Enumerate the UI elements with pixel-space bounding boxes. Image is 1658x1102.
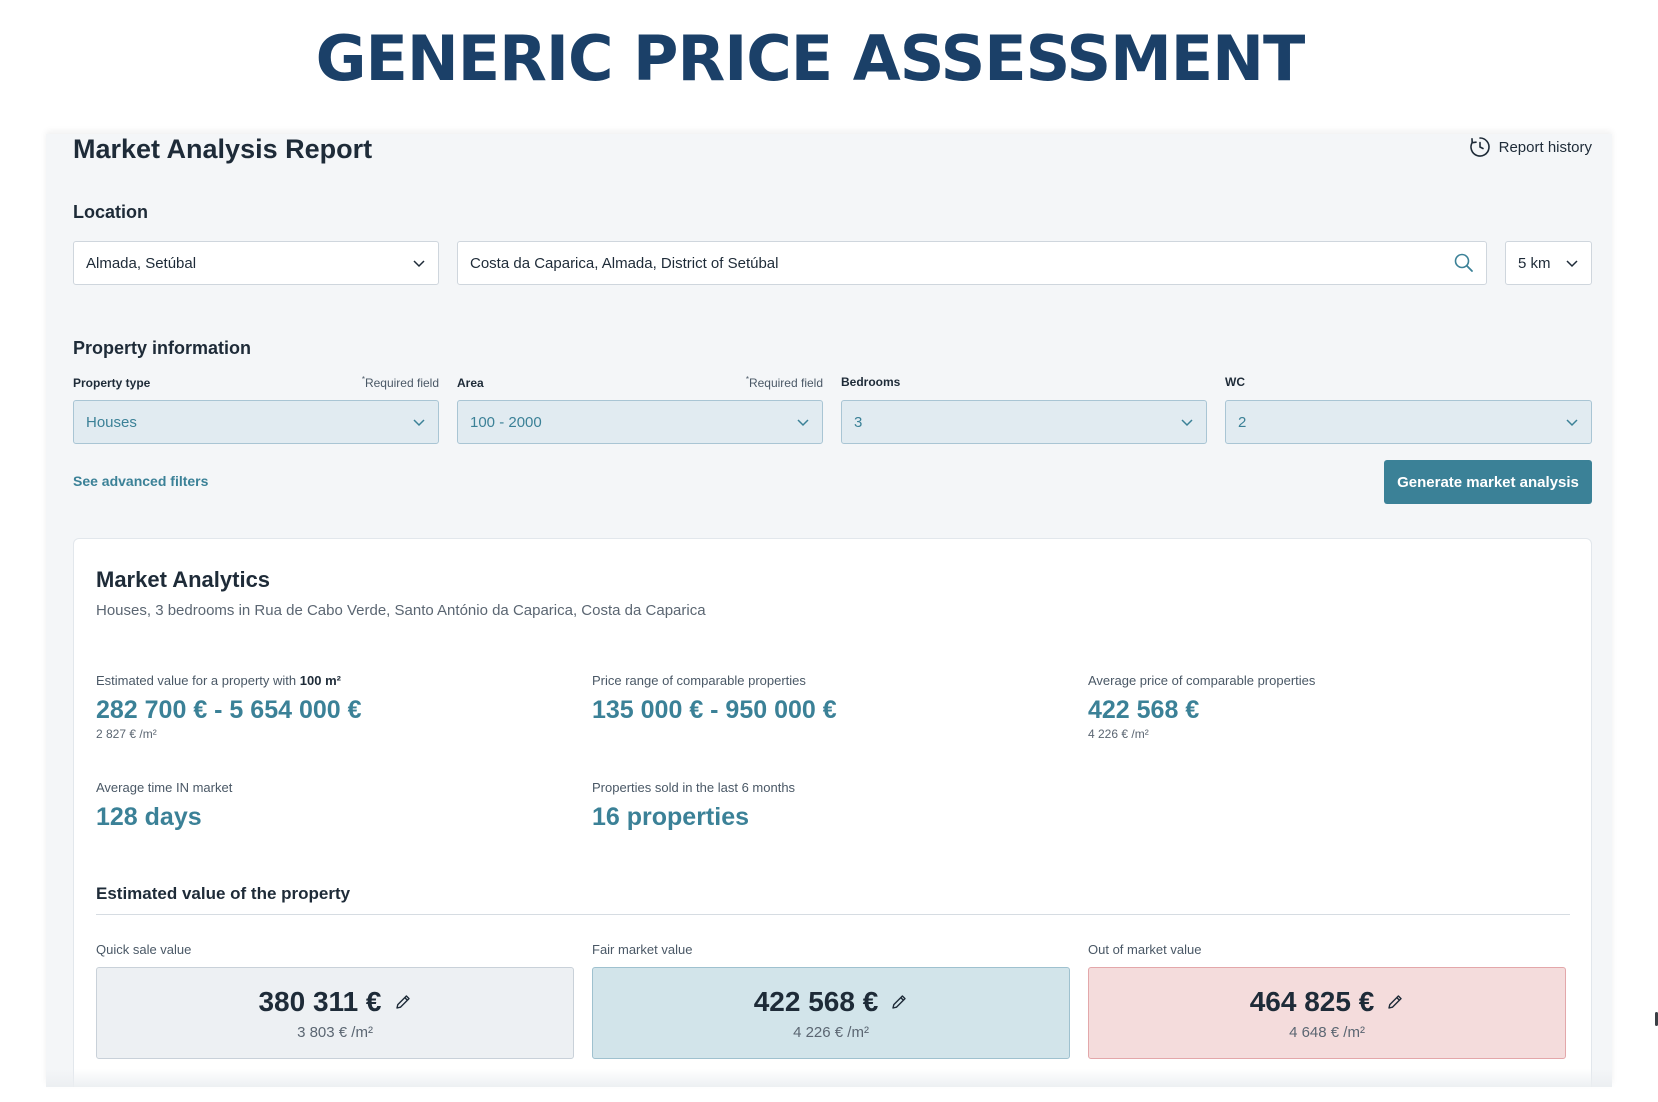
generate-analysis-button[interactable]: Generate market analysis bbox=[1384, 460, 1592, 504]
average-price-label: Average price of comparable properties bbox=[1088, 673, 1316, 688]
property-section-label: Property information bbox=[73, 338, 252, 358]
radius-select[interactable]: 5 km bbox=[1505, 241, 1592, 285]
property-type-value: Houses bbox=[86, 413, 137, 431]
average-price-per-m2: 4 226 € /m² bbox=[1088, 727, 1149, 741]
chevron-down-icon bbox=[1566, 419, 1578, 427]
out-market-per-m2: 4 648 € /m² bbox=[1289, 1024, 1365, 1041]
out-market-box: 464 825 € 4 648 € /m² bbox=[1088, 967, 1566, 1059]
pencil-icon[interactable] bbox=[394, 993, 412, 1011]
property-type-required: *Required field bbox=[361, 375, 439, 390]
fair-market-per-m2: 4 226 € /m² bbox=[793, 1024, 869, 1041]
report-history-button[interactable]: Report history bbox=[1469, 136, 1592, 158]
advanced-filters-link[interactable]: See advanced filters bbox=[73, 473, 209, 489]
pencil-icon[interactable] bbox=[890, 993, 908, 1011]
average-price-metric: Average price of comparable properties 4… bbox=[1088, 673, 1558, 741]
area-required: *Required field bbox=[745, 375, 823, 390]
wc-select[interactable]: 2 bbox=[1225, 400, 1592, 444]
estimated-value-metric: Estimated value for a property with 100 … bbox=[96, 673, 566, 741]
avg-time-metric: Average time IN market 128 days bbox=[96, 780, 566, 832]
avg-time-label: Average time IN market bbox=[96, 780, 233, 795]
quick-sale-per-m2: 3 803 € /m² bbox=[297, 1024, 373, 1041]
average-price-value: 422 568 € bbox=[1088, 696, 1200, 724]
area-select-value: Almada, Setúbal bbox=[86, 254, 197, 272]
wc-label: WC bbox=[1225, 375, 1245, 389]
area-select[interactable]: Almada, Setúbal bbox=[73, 241, 439, 285]
estimated-value-per-m2: 2 827 € /m² bbox=[96, 727, 157, 741]
bedrooms-label: Bedrooms bbox=[841, 375, 901, 389]
pencil-icon[interactable] bbox=[1386, 993, 1404, 1011]
quick-sale-box: 380 311 € 3 803 € /m² bbox=[96, 967, 574, 1059]
location-search-value: Costa da Caparica, Almada, District of S… bbox=[470, 254, 779, 272]
chevron-down-icon bbox=[797, 419, 809, 427]
estimated-value-range: 282 700 € - 5 654 000 € bbox=[96, 696, 362, 724]
bedrooms-value: 3 bbox=[854, 413, 863, 431]
search-icon[interactable] bbox=[1454, 253, 1474, 273]
out-market-label: Out of market value bbox=[1088, 942, 1202, 957]
chevron-down-icon bbox=[413, 260, 425, 268]
report-title: Market Analysis Report bbox=[73, 134, 373, 164]
area-range-value: 100 - 2000 bbox=[470, 413, 542, 431]
bedrooms-select[interactable]: 3 bbox=[841, 400, 1207, 444]
estimate-section-title: Estimated value of the property bbox=[96, 884, 351, 903]
area-range-select[interactable]: 100 - 2000 bbox=[457, 400, 823, 444]
analytics-title: Market Analytics bbox=[96, 567, 271, 592]
fair-market-box: 422 568 € 4 226 € /m² bbox=[592, 967, 1070, 1059]
property-type-label: Property type bbox=[73, 376, 151, 390]
sold-value: 16 properties bbox=[592, 803, 750, 831]
wc-value: 2 bbox=[1238, 413, 1247, 431]
analytics-subtitle: Houses, 3 bedrooms in Rua de Cabo Verde,… bbox=[96, 602, 706, 619]
sold-metric: Properties sold in the last 6 months 16 … bbox=[592, 780, 1062, 832]
sold-label: Properties sold in the last 6 months bbox=[592, 780, 796, 795]
fair-market-value: 422 568 € bbox=[753, 986, 879, 1017]
chevron-down-icon bbox=[413, 419, 425, 427]
area-label: Area bbox=[457, 376, 484, 390]
location-section-label: Location bbox=[73, 202, 148, 222]
quick-sale-value: 380 311 € bbox=[258, 986, 382, 1017]
price-range-metric: Price range of comparable properties 135… bbox=[592, 673, 1062, 725]
estimated-value-label: Estimated value for a property with 100 … bbox=[96, 673, 341, 688]
property-type-select[interactable]: Houses bbox=[73, 400, 439, 444]
market-analytics-card: Market Analytics Houses, 3 bedrooms in R… bbox=[73, 538, 1592, 1087]
page-headline: GENERIC PRICE ASSESSMENT bbox=[315, 22, 1306, 95]
scroll-edge-marker bbox=[1655, 1012, 1658, 1026]
avg-time-value: 128 days bbox=[96, 803, 202, 831]
chevron-down-icon bbox=[1566, 260, 1578, 268]
location-search-input[interactable]: Costa da Caparica, Almada, District of S… bbox=[457, 241, 1487, 285]
bottom-fade bbox=[46, 1069, 1612, 1087]
price-range-label: Price range of comparable properties bbox=[592, 673, 806, 688]
out-market-value: 464 825 € bbox=[1249, 986, 1375, 1017]
report-history-label: Report history bbox=[1498, 138, 1592, 156]
market-analysis-panel: Market Analysis Report Report history Lo… bbox=[46, 134, 1612, 1087]
history-clock-icon bbox=[1469, 137, 1490, 157]
price-range-value: 135 000 € - 950 000 € bbox=[592, 696, 837, 724]
chevron-down-icon bbox=[1181, 419, 1193, 427]
quick-sale-label: Quick sale value bbox=[96, 942, 192, 957]
radius-value: 5 km bbox=[1518, 254, 1551, 272]
estimate-divider bbox=[96, 914, 1570, 915]
fair-market-label: Fair market value bbox=[592, 942, 693, 957]
